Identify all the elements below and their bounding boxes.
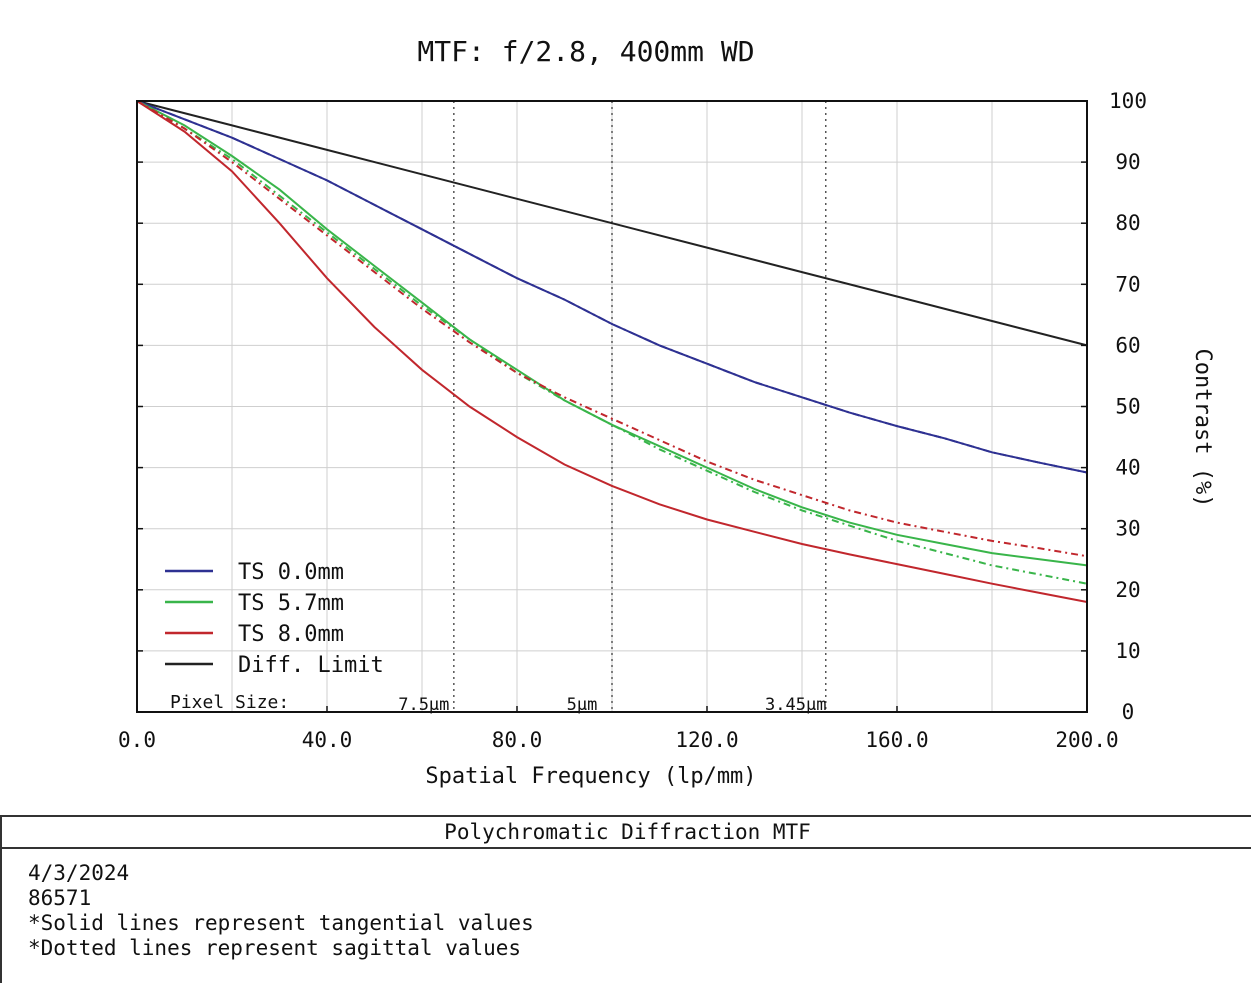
legend: TS 0.0mm TS 5.7mm TS 8.0mm Diff. Limit (165, 560, 384, 678)
note-id: 86571 (28, 886, 92, 910)
panel-title: Polychromatic Diffraction MTF (2, 817, 1251, 849)
chart-title: MTF: f/2.8, 400mm WD (417, 35, 754, 68)
series-line-ts-0-0mm-sagittal (136, 100, 1088, 474)
y-tick-label: 70 (1115, 272, 1140, 296)
y-axis-ticks: 0 10 20 30 40 50 60 70 80 90 100 (137, 89, 1147, 724)
y-tick-label: 60 (1115, 333, 1140, 357)
note-solid-lines: *Solid lines represent tangential values (28, 911, 534, 935)
data-series (136, 100, 1088, 603)
pixel-marker-label: 7.5µm (398, 695, 449, 715)
mtf-chart: MTF: f/2.8, 400mm WD 7.5µm 5µm 3.45µm 0.0 4… (118, 35, 1215, 789)
series-line-ts-5-7mm-tangential (136, 100, 1088, 567)
legend-label: TS 8.0mm (238, 622, 344, 647)
note-date: 4/3/2024 (28, 861, 130, 885)
legend-label: TS 5.7mm (238, 591, 344, 616)
y-tick-label: 0 (1122, 700, 1135, 724)
series-line-ts-5-7mm-sagittal (136, 100, 1088, 585)
y-tick-label: 100 (1109, 89, 1147, 113)
y-tick-label: 40 (1115, 456, 1140, 480)
series-line-ts-8-0mm-tangential (136, 100, 1088, 603)
pixel-size-markers: 7.5µm 5µm 3.45µm (398, 101, 827, 715)
legend-label: Diff. Limit (238, 653, 384, 678)
pixel-size-label: Pixel Size: (170, 692, 289, 713)
x-tick-label: 200.0 (1055, 728, 1118, 752)
y-tick-label: 90 (1115, 150, 1140, 174)
x-tick-label: 120.0 (675, 728, 738, 752)
x-tick-label: 0.0 (118, 728, 156, 752)
series-line-ts-8-0mm-sagittal (136, 100, 1088, 558)
series-line-diff-limit-tangential (136, 100, 1088, 347)
y-tick-label: 10 (1115, 639, 1140, 663)
panel-notes: 4/3/2024 86571 *Solid lines represent ta… (28, 861, 534, 961)
x-tick-label: 160.0 (865, 728, 928, 752)
y-tick-label: 80 (1115, 211, 1140, 235)
y-axis-label: Contrast (%) (1190, 349, 1215, 508)
info-panel: Polychromatic Diffraction MTF 4/3/2024 8… (0, 815, 1251, 983)
legend-label: TS 0.0mm (238, 560, 344, 585)
pixel-marker-label: 3.45µm (765, 695, 826, 715)
note-dotted-lines: *Dotted lines represent sagittal values (28, 936, 522, 960)
y-tick-label: 30 (1115, 517, 1140, 541)
pixel-marker-label: 5µm (567, 695, 598, 715)
y-tick-label: 20 (1115, 578, 1140, 602)
y-tick-label: 50 (1115, 395, 1140, 419)
x-axis-label: Spatial Frequency (lp/mm) (425, 764, 756, 789)
x-tick-label: 80.0 (492, 728, 543, 752)
x-axis-ticks: 0.0 40.0 80.0 120.0 160.0 200.0 (118, 706, 1119, 752)
x-tick-label: 40.0 (302, 728, 353, 752)
